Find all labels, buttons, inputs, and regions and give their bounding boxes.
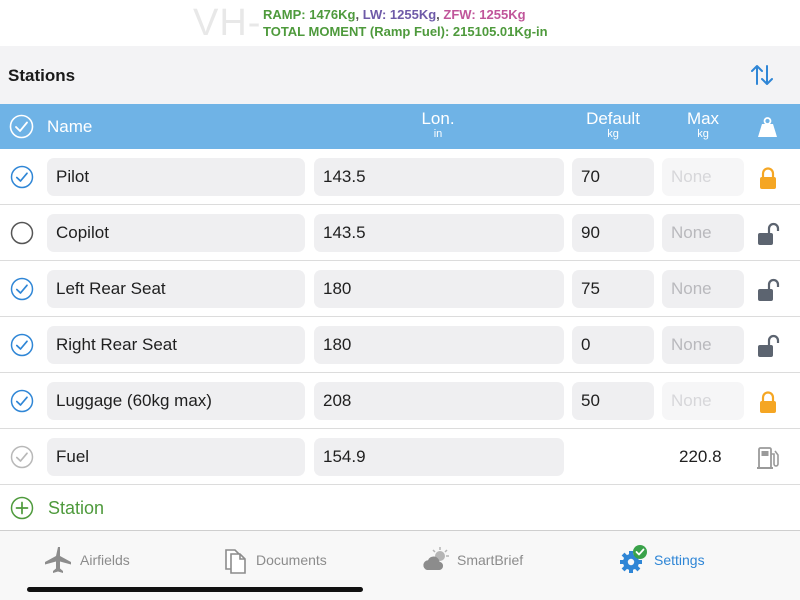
ramp-weight: RAMP: 1476Kg bbox=[263, 7, 356, 22]
station-name-field[interactable]: Copilot bbox=[47, 214, 305, 252]
checked-circle-icon[interactable] bbox=[10, 277, 34, 301]
station-lon-field[interactable]: 180 bbox=[314, 326, 564, 364]
add-station-label: Station bbox=[48, 498, 105, 518]
station-default-field[interactable]: 70 bbox=[572, 158, 654, 196]
fuel-max-value: 220.8 bbox=[679, 447, 722, 466]
tab-documents[interactable]: Documents bbox=[220, 543, 327, 577]
add-station-button[interactable]: Station bbox=[0, 486, 800, 531]
gear-icon bbox=[620, 545, 647, 573]
station-lon-field[interactable]: 143.5 bbox=[314, 158, 564, 196]
column-max: Max kg bbox=[686, 109, 720, 141]
registration-watermark: VH- bbox=[193, 2, 262, 44]
station-default-field[interactable]: 90 bbox=[572, 214, 654, 252]
landing-weight: LW: 1255Kg bbox=[362, 7, 437, 22]
weather-icon bbox=[423, 547, 449, 570]
station-lon-field[interactable]: 180 bbox=[314, 270, 564, 308]
checked-circle-icon[interactable] bbox=[10, 389, 34, 413]
lock-open-icon[interactable] bbox=[755, 221, 781, 247]
stations-header: Stations bbox=[0, 46, 800, 104]
station-max-field[interactable]: None bbox=[662, 382, 744, 420]
section-title: Stations bbox=[8, 66, 76, 85]
station-max-field[interactable]: None bbox=[662, 158, 744, 196]
checked-circle-disabled-icon bbox=[10, 445, 34, 469]
fuel-lon-field[interactable]: 154.9 bbox=[314, 438, 564, 476]
zero-fuel-weight: ZFW: 1255Kg bbox=[443, 7, 526, 22]
station-max-field[interactable]: None bbox=[662, 326, 744, 364]
fuel-row: Fuel 154.9 220.8 bbox=[0, 429, 800, 485]
checked-circle-icon[interactable] bbox=[10, 333, 34, 357]
documents-icon bbox=[225, 549, 246, 574]
station-row: Luggage (60kg max) 208 50 None bbox=[0, 373, 800, 429]
tab-settings[interactable]: Settings bbox=[618, 543, 705, 577]
column-default: Default kg bbox=[586, 109, 640, 141]
select-all-checkmark-icon[interactable] bbox=[9, 114, 34, 139]
sort-arrows-icon[interactable] bbox=[748, 62, 776, 88]
station-row: Copilot 143.5 90 None bbox=[0, 205, 800, 261]
station-name-field[interactable]: Right Rear Seat bbox=[47, 326, 305, 364]
station-default-field[interactable]: 0 bbox=[572, 326, 654, 364]
total-moment: TOTAL MOMENT (Ramp Fuel): 215105.01Kg-in bbox=[263, 24, 548, 39]
station-name-field[interactable]: Pilot bbox=[47, 158, 305, 196]
column-lon: Lon. in bbox=[421, 109, 455, 141]
add-circle-icon[interactable] bbox=[10, 496, 34, 520]
station-default-field[interactable]: 50 bbox=[572, 382, 654, 420]
lock-open-icon[interactable] bbox=[755, 277, 781, 303]
stations-list: Pilot 143.5 70 None Copilot 143.5 90 Non… bbox=[0, 149, 800, 485]
lock-open-icon[interactable] bbox=[755, 333, 781, 359]
lock-closed-icon[interactable] bbox=[755, 389, 781, 415]
station-lon-field[interactable]: 208 bbox=[314, 382, 564, 420]
station-row: Pilot 143.5 70 None bbox=[0, 149, 800, 205]
station-max-field[interactable]: None bbox=[662, 270, 744, 308]
tab-smartbrief[interactable]: SmartBrief bbox=[421, 543, 523, 577]
weight-summary-bar: VH- RAMP: 1476Kg, LW: 1255Kg, ZFW: 1255K… bbox=[0, 0, 800, 46]
checked-circle-icon[interactable] bbox=[10, 165, 34, 189]
column-header: Name Lon. in Default kg Max kg bbox=[0, 104, 800, 149]
fuel-name-field[interactable]: Fuel bbox=[47, 438, 305, 476]
station-row: Left Rear Seat 180 75 None bbox=[0, 261, 800, 317]
unchecked-circle-icon[interactable] bbox=[10, 221, 34, 245]
station-name-field[interactable]: Left Rear Seat bbox=[47, 270, 305, 308]
airplane-icon bbox=[45, 547, 71, 573]
station-max-field[interactable]: None bbox=[662, 214, 744, 252]
weight-icon bbox=[758, 117, 777, 137]
lock-closed-icon[interactable] bbox=[755, 165, 781, 191]
station-row: Right Rear Seat 180 0 None bbox=[0, 317, 800, 373]
home-indicator bbox=[27, 587, 363, 592]
station-lon-field[interactable]: 143.5 bbox=[314, 214, 564, 252]
fuel-pump-icon bbox=[757, 447, 779, 469]
station-name-field[interactable]: Luggage (60kg max) bbox=[47, 382, 305, 420]
tab-airfields[interactable]: Airfields bbox=[44, 543, 130, 577]
weight-summary: RAMP: 1476Kg, LW: 1255Kg, ZFW: 1255Kg TO… bbox=[263, 7, 548, 39]
station-default-field[interactable]: 75 bbox=[572, 270, 654, 308]
column-name: Name bbox=[47, 117, 93, 136]
